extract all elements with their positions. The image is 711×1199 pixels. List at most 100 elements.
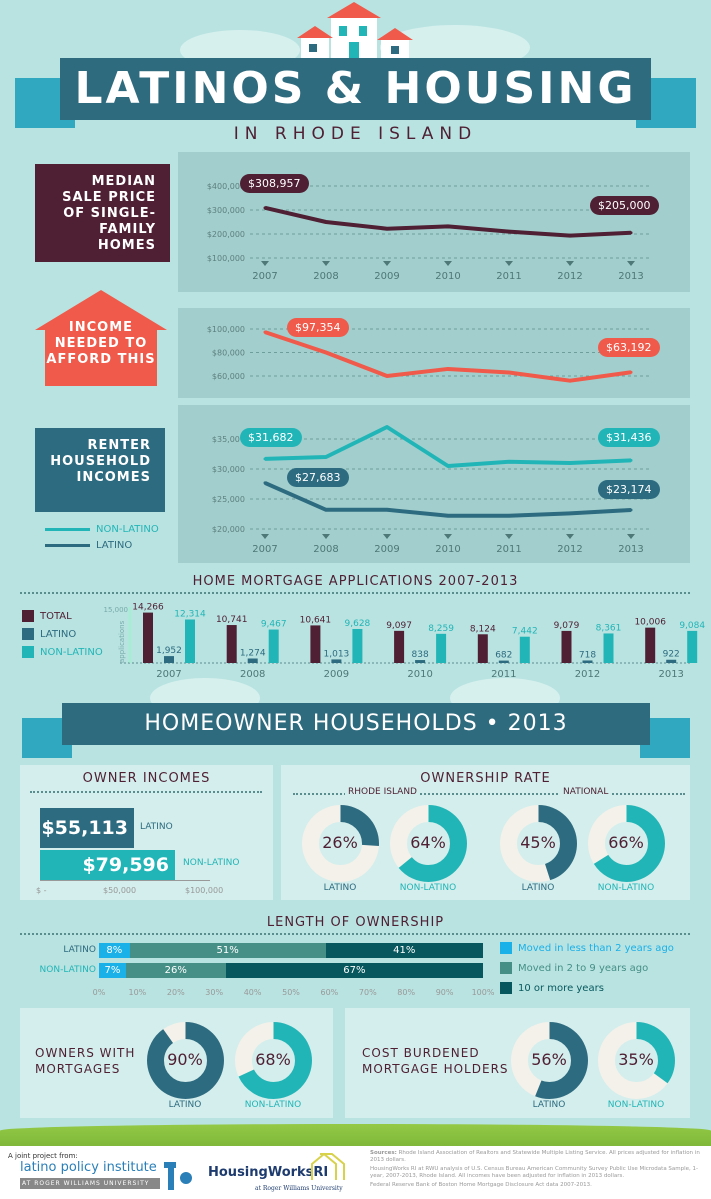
y-axis-label: applications [118,620,126,663]
lpi-logo: latino policy institute [20,1160,157,1175]
renter-label: RENTER HOUSEHOLD INCOMES [35,428,165,512]
row-label-nonlatino: NON-LATINO [39,965,96,975]
page-title: LATINOS & HOUSING [60,58,651,120]
bar-value-label: 10,641 [300,615,332,625]
callout-2007-latino: $27,683 [287,468,349,487]
bar-non-latino [687,630,698,663]
house-arrow-icon [35,290,167,386]
x-tick-label: 2009 [374,271,399,282]
bar-latino [582,660,593,663]
tick-marker [444,261,452,266]
donut-value: 90% [167,1050,203,1069]
tick-marker [505,261,513,266]
x-tick-label: 100% [471,988,495,997]
donut-chart [146,1021,224,1099]
donut-fill [587,804,665,882]
income-tick: $ - [36,886,47,895]
legend-label: Moved in less than 2 years ago [518,942,674,954]
bar-non-latino [185,619,195,663]
donut-value: 35% [618,1050,654,1069]
bar-latino [415,660,426,663]
donut-label: NON-LATINO [399,883,457,893]
y-tick-label: $20,000 [212,525,245,534]
y-tick-label: $400,000 [207,182,245,191]
bar-total [645,627,656,663]
donut-fill [499,804,577,882]
income-axis [40,880,210,881]
donut-chart [587,804,665,882]
x-tick-label: 80% [397,988,416,997]
legend-label: LATINO [40,628,77,640]
stacked-segment: 8% [99,943,130,958]
tick-marker [261,534,269,539]
owner-incomes-title: OWNER INCOMES [82,771,211,786]
x-tick-label: 0% [92,988,106,997]
legend-swatch [22,628,34,640]
legend-swatch [500,962,512,974]
data-point [507,460,511,464]
x-tick-label: 2009 [324,669,349,680]
callout-2007-nonlatino: $31,682 [240,428,302,447]
bar-value-label: 1,952 [156,646,182,656]
legend-latino: LATINO [22,628,76,640]
source-2: HousingWorks RI at RWU analysis of U.S. … [370,1166,699,1179]
tick-marker [627,534,635,539]
joint-project-label: A joint project from: [8,1152,78,1160]
donut-fill [597,1021,675,1099]
x-tick-label: 2012 [557,544,582,555]
bar-non-latino [436,633,447,663]
stacked-segment: 26% [125,963,226,978]
donut-fill [234,1021,312,1099]
x-tick-label: 2007 [156,669,181,680]
bar-total [561,630,572,663]
legend-swatch [500,982,512,994]
bar-value-label: 9,467 [261,620,287,630]
x-tick-label: 2007 [252,271,277,282]
x-tick-label: 2012 [575,669,600,680]
data-point [446,367,450,371]
callout-2013-price: $205,000 [590,196,659,215]
data-point [446,514,450,518]
data-point [568,511,572,515]
bar-value-label: 9,079 [554,621,580,631]
x-tick-label: 2007 [252,544,277,555]
houses-icon [297,2,413,60]
nonlatino-income-bar: $79,596 [40,850,175,880]
x-tick-label: 2010 [407,669,432,680]
lpi-sub: AT ROGER WILLIAMS UNIVERSITY [20,1178,160,1189]
latino-income-label: LATINO [140,822,173,832]
bar-total [477,634,488,663]
x-tick-label: 2012 [557,271,582,282]
data-point [507,370,511,374]
bar-value-label: 838 [412,650,429,660]
donut-label: LATINO [532,1100,566,1110]
donut-label: LATINO [323,883,357,893]
housingworks-roof-icon [311,1152,345,1180]
x-tick-label: 2008 [313,271,338,282]
data-point [568,379,572,383]
bar-non-latino [603,633,614,663]
data-point [263,457,267,461]
page-subtitle: IN RHODE ISLAND [233,124,478,144]
donut-fill [389,804,467,882]
divider [293,793,685,795]
stacked-segment: 51% [129,943,326,958]
y-tick-label: $200,000 [207,230,245,239]
housingworks-sub: at Roger Williams University [255,1185,343,1192]
x-tick-label: 2008 [240,669,265,680]
x-tick-label: 70% [358,988,377,997]
donut-label: NON-LATINO [597,883,655,893]
legend-10-plus: 10 or more years [500,982,604,994]
donut-chart [510,1021,588,1099]
sources-label: Sources: [370,1150,397,1156]
housingworks-logo: HousingWorksRI [208,1165,329,1180]
bar-value-label: 718 [579,650,596,660]
legend-under-2: Moved in less than 2 years ago [500,942,674,954]
bar-value-label: 1,013 [324,649,350,659]
tick-marker [566,261,574,266]
bar-value-label: 12,314 [174,609,206,619]
x-tick-label: 20% [166,988,185,997]
bar-total [226,625,237,663]
source-3: Federal Reserve Bank of Boston Home Mort… [370,1182,592,1188]
stacked-segment: 67% [225,963,483,978]
